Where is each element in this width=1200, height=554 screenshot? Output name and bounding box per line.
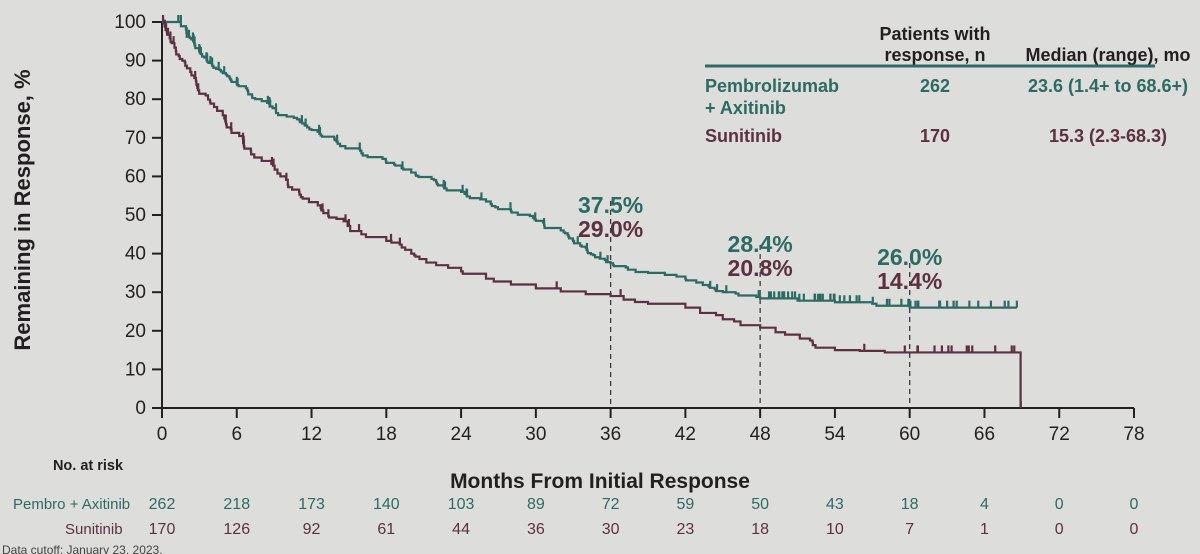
svg-text:1: 1: [980, 521, 989, 538]
svg-text:262: 262: [920, 76, 950, 96]
svg-text:43: 43: [826, 496, 844, 513]
svg-text:26.0%: 26.0%: [877, 244, 942, 270]
svg-text:262: 262: [149, 496, 176, 513]
svg-text:30: 30: [602, 521, 620, 538]
svg-text:36: 36: [527, 521, 545, 538]
svg-text:170: 170: [149, 521, 176, 538]
svg-text:60: 60: [125, 166, 146, 187]
svg-text:42: 42: [675, 424, 696, 445]
svg-text:70: 70: [125, 128, 146, 149]
svg-text:66: 66: [974, 424, 995, 445]
svg-text:Sunitinib: Sunitinib: [705, 126, 782, 146]
svg-text:0: 0: [1055, 521, 1064, 538]
svg-text:10: 10: [826, 521, 844, 538]
svg-text:90: 90: [125, 51, 146, 72]
svg-text:37.5%: 37.5%: [578, 192, 643, 218]
svg-text:18: 18: [376, 424, 397, 445]
svg-text:78: 78: [1123, 424, 1144, 445]
svg-text:60: 60: [899, 424, 920, 445]
svg-text:140: 140: [373, 496, 400, 513]
svg-text:0: 0: [1055, 496, 1064, 513]
svg-text:92: 92: [303, 521, 321, 538]
svg-text:Pembro + Axitinib: Pembro + Axitinib: [13, 496, 130, 513]
svg-text:72: 72: [1049, 424, 1070, 445]
svg-text:54: 54: [824, 424, 846, 445]
svg-text:15.3 (2.3-68.3): 15.3 (2.3-68.3): [1049, 126, 1167, 146]
svg-text:18: 18: [751, 521, 769, 538]
svg-text:61: 61: [377, 521, 395, 538]
svg-text:Data cutoff: January 23, 2023.: Data cutoff: January 23, 2023.: [2, 543, 163, 554]
svg-text:0: 0: [157, 424, 168, 445]
svg-text:40: 40: [125, 244, 146, 265]
svg-text:Remaining in Response, %: Remaining in Response, %: [10, 69, 35, 350]
svg-text:80: 80: [125, 89, 146, 110]
svg-text:Months From Initial Response: Months From Initial Response: [450, 470, 750, 493]
svg-text:20.8%: 20.8%: [728, 255, 793, 281]
svg-text:44: 44: [452, 521, 470, 538]
svg-text:48: 48: [750, 424, 771, 445]
svg-text:14.4%: 14.4%: [877, 268, 942, 294]
svg-text:50: 50: [751, 496, 769, 513]
svg-text:response, n: response, n: [884, 45, 985, 65]
svg-text:Pembrolizumab: Pembrolizumab: [705, 76, 839, 96]
svg-text:30: 30: [525, 424, 546, 445]
svg-text:126: 126: [223, 521, 250, 538]
svg-text:100: 100: [114, 12, 146, 33]
svg-text:0: 0: [1130, 521, 1139, 538]
svg-text:0: 0: [1130, 496, 1139, 513]
svg-text:23.6 (1.4+ to 68.6+): 23.6 (1.4+ to 68.6+): [1028, 76, 1188, 96]
svg-text:Sunitinib: Sunitinib: [65, 521, 123, 538]
svg-text:Patients with: Patients with: [879, 24, 990, 44]
svg-text:4: 4: [980, 496, 989, 513]
svg-text:72: 72: [602, 496, 620, 513]
svg-text:Median (range), mo: Median (range), mo: [1025, 45, 1190, 65]
svg-text:7: 7: [905, 521, 914, 538]
svg-text:59: 59: [676, 496, 694, 513]
svg-text:0: 0: [135, 398, 146, 419]
svg-text:36: 36: [600, 424, 621, 445]
svg-text:18: 18: [901, 496, 919, 513]
svg-text:+ Axitinib: + Axitinib: [705, 98, 786, 118]
svg-text:170: 170: [920, 126, 950, 146]
svg-text:12: 12: [301, 424, 322, 445]
svg-text:89: 89: [527, 496, 545, 513]
svg-text:24: 24: [451, 424, 473, 445]
svg-text:103: 103: [448, 496, 475, 513]
svg-text:6: 6: [231, 424, 242, 445]
svg-text:218: 218: [223, 496, 250, 513]
svg-text:173: 173: [298, 496, 325, 513]
svg-text:28.4%: 28.4%: [728, 231, 793, 257]
svg-text:29.0%: 29.0%: [578, 216, 643, 242]
svg-text:10: 10: [125, 359, 146, 380]
svg-text:50: 50: [125, 205, 146, 226]
svg-text:20: 20: [125, 321, 146, 342]
svg-text:No. at risk: No. at risk: [53, 458, 124, 474]
svg-text:30: 30: [125, 282, 146, 303]
svg-text:23: 23: [676, 521, 694, 538]
